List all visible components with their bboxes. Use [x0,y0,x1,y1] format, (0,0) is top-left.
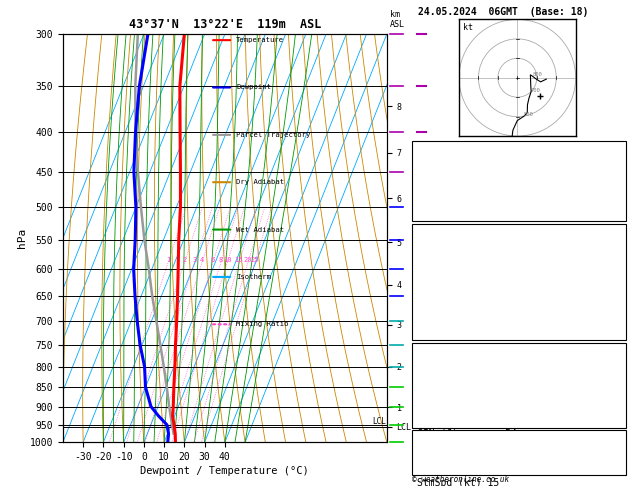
Text: Wet Adiabat: Wet Adiabat [237,226,284,233]
Text: km
ASL: km ASL [390,10,405,29]
Text: StmSpd (kt) 15: StmSpd (kt) 15 [417,478,499,486]
Text: 4: 4 [199,258,204,263]
Text: 15: 15 [235,258,243,263]
Text: Parcel Trajectory: Parcel Trajectory [237,132,311,138]
Text: Surface: Surface [498,228,540,239]
Text: 3: 3 [192,258,196,263]
Text: Lifted Index   0: Lifted Index 0 [417,395,511,405]
Text: 800: 800 [533,72,542,77]
Text: 25: 25 [250,258,259,263]
Text: Dewpoint: Dewpoint [237,85,271,90]
Text: Dewp (°C)      11.8: Dewp (°C) 11.8 [417,260,528,270]
Text: Totals Totals  48: Totals Totals 48 [417,168,517,178]
Text: 24.05.2024  06GMT  (Base: 18): 24.05.2024 06GMT (Base: 18) [418,7,589,17]
Text: θₑ(K)           312: θₑ(K) 312 [417,276,528,286]
X-axis label: Dewpoint / Temperature (°C): Dewpoint / Temperature (°C) [140,466,309,476]
Text: Temperature: Temperature [237,37,284,43]
Text: SREH        -0: SREH -0 [417,458,499,469]
Y-axis label: hPa: hPa [17,228,27,248]
Text: EH          3: EH 3 [417,449,493,459]
Title: 43°37'N  13°22'E  119m  ASL: 43°37'N 13°22'E 119m ASL [129,18,321,32]
Text: Dry Adiabat: Dry Adiabat [237,179,284,185]
Text: 8: 8 [218,258,223,263]
Text: 10: 10 [223,258,231,263]
Text: Lifted Index   1: Lifted Index 1 [417,293,511,303]
Text: kt: kt [462,23,472,32]
Text: LCL: LCL [372,417,386,426]
Text: Most Unstable: Most Unstable [481,347,557,358]
Text: 6: 6 [211,258,214,263]
Text: 500: 500 [524,112,534,117]
Text: K              26: K 26 [417,146,517,156]
Text: CAPE (J)       81: CAPE (J) 81 [417,412,517,422]
Text: Mixing Ratio: Mixing Ratio [237,321,289,327]
Text: © weatheronline.co.uk: © weatheronline.co.uk [412,474,509,484]
Text: CIN (J)        205: CIN (J) 205 [417,326,523,336]
Text: CAPE (J)       20: CAPE (J) 20 [417,309,517,319]
Text: CIN (J)        54: CIN (J) 54 [417,428,517,438]
Text: 1: 1 [165,258,170,263]
Text: PW (cm)        1.92: PW (cm) 1.92 [417,190,528,200]
Text: Temp (°C)      15.6: Temp (°C) 15.6 [417,243,528,253]
Text: Hodograph: Hodograph [493,435,545,445]
Text: θₑ (K)         314: θₑ (K) 314 [417,379,523,389]
Text: 700: 700 [531,87,541,92]
Text: 2: 2 [182,258,186,263]
Text: Pressure (mb) 975: Pressure (mb) 975 [417,362,517,372]
Text: Isotherm: Isotherm [237,274,271,280]
Text: StmDir      285°: StmDir 285° [417,468,511,478]
Text: 20: 20 [243,258,252,263]
